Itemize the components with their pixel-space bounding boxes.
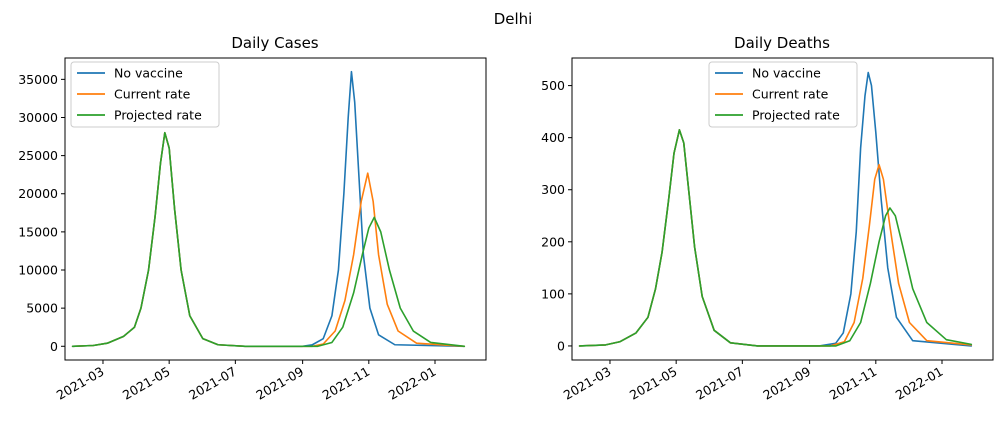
daily-cases-y-tick-label: 10000 [18,263,58,278]
daily-cases-axes-frame [64,57,487,361]
daily-deaths-y-tick-label: 300 [541,182,565,197]
daily-deaths-legend-label: Current rate [752,87,829,102]
daily-cases-legend-box [70,61,220,128]
daily-deaths-y-tick-label: 500 [541,78,565,93]
daily-cases-legend-label: Projected rate [114,108,202,123]
daily-deaths-y-tick-label: 400 [541,130,565,145]
daily-cases-series-projected-rate [71,131,466,348]
daily-cases-y-tick-label: 5000 [26,301,58,316]
daily-deaths-legend-label: No vaccine [752,66,821,81]
daily-cases-y-tick-label: 0 [50,339,58,354]
daily-deaths-series-projected-rate [578,129,973,347]
daily-cases-y-tick-label: 30000 [18,110,58,125]
daily-deaths-axes-frame [571,57,994,361]
daily-deaths-legend-box [708,61,858,128]
daily-deaths-legend-label: Projected rate [752,108,840,123]
daily-cases-legend: No vaccine Current rate Projected rate [70,61,220,128]
daily-cases-legend-label: No vaccine [114,66,183,81]
daily-cases-y-tick-label: 15000 [18,224,58,239]
daily-deaths-y-tick-label: 100 [541,286,565,301]
figure-suptitle: Delhi [494,10,533,28]
daily-cases-y-tick-label: 25000 [18,148,58,163]
daily-deaths-y-tick-label: 200 [541,234,565,249]
daily-deaths-title: Daily Deaths [734,34,830,52]
daily-cases-y-tick-label: 20000 [18,186,58,201]
daily-deaths-legend: No vaccine Current rate Projected rate [708,61,858,128]
daily-deaths-y-tick-label: 0 [557,338,565,353]
daily-cases-legend-label: Current rate [114,87,191,102]
daily-cases-y-tick-label: 35000 [18,72,58,87]
daily-cases-title: Daily Cases [231,34,318,52]
